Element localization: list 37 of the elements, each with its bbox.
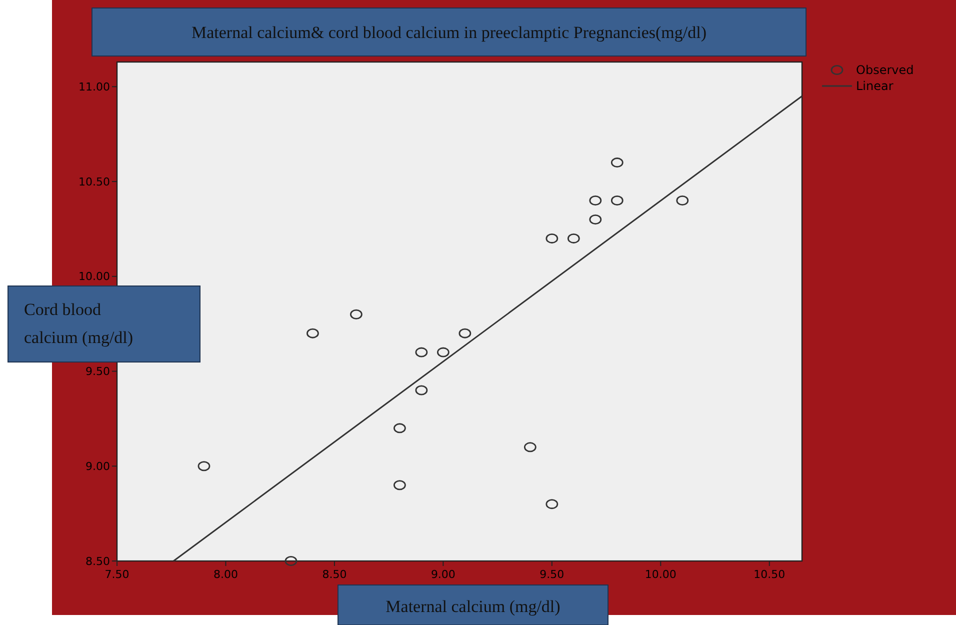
y-tick-label: 9.50 xyxy=(86,365,110,378)
x-tick-label: 8.00 xyxy=(213,568,238,581)
y-tick-label: 10.00 xyxy=(78,270,110,284)
point xyxy=(610,158,624,168)
y-tick-label: 11.00 xyxy=(78,80,110,94)
x-axis-title: Maternal calcium (mg/dl) xyxy=(386,597,560,616)
x-tick-label: 10.00 xyxy=(644,568,676,581)
point xyxy=(394,480,406,490)
y-tick-label: 8.50 xyxy=(86,554,110,568)
point xyxy=(610,196,624,206)
y-tick-label: 9.00 xyxy=(86,460,110,473)
point xyxy=(198,461,210,472)
legend-label: Linear xyxy=(856,79,894,94)
point xyxy=(458,328,472,338)
point xyxy=(567,233,580,244)
x-tick-label: 9.00 xyxy=(430,568,456,581)
point xyxy=(350,309,362,320)
point xyxy=(394,423,406,434)
point xyxy=(589,214,602,224)
point xyxy=(589,196,602,206)
point xyxy=(415,347,428,358)
point xyxy=(524,442,536,452)
y-tick-label: 10.50 xyxy=(78,175,110,188)
point xyxy=(284,556,298,566)
x-tick-label: 7.50 xyxy=(104,568,130,581)
point xyxy=(306,328,319,338)
x-tick-label: 10.50 xyxy=(754,568,786,581)
point xyxy=(676,196,689,206)
x-tick-label: 9.50 xyxy=(540,568,564,581)
chart-title: Maternal calcium& cord blood calcium in preeclamptic Pregnancies(mg/dl) xyxy=(191,23,707,42)
y-axis-title: Cord blood calcium (mg/dl) xyxy=(24,300,134,347)
legend-label: Observed xyxy=(856,63,914,78)
point xyxy=(546,499,558,510)
point xyxy=(436,347,450,358)
point xyxy=(546,233,558,244)
point xyxy=(415,385,428,396)
x-tick-label: 8.50 xyxy=(322,568,347,581)
